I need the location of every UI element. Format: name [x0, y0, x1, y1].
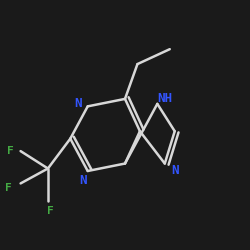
Text: NH: NH: [157, 92, 172, 106]
Text: F: F: [5, 184, 12, 194]
Text: F: F: [47, 206, 54, 216]
Text: F: F: [7, 146, 14, 156]
Text: N: N: [79, 174, 86, 188]
Text: N: N: [74, 97, 82, 110]
Text: N: N: [171, 164, 178, 177]
